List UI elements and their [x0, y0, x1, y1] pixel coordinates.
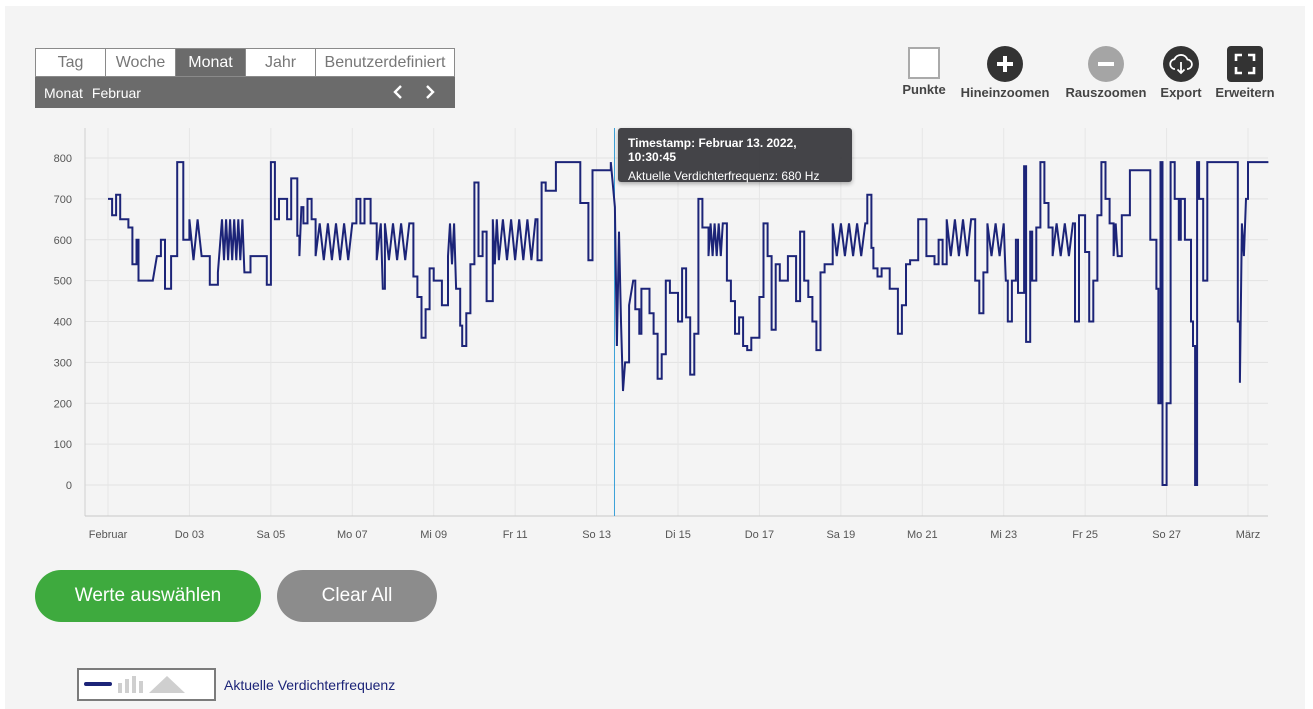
x-tick-label: Mo 07	[337, 529, 368, 541]
y-tick-label: 600	[54, 235, 72, 247]
chart-legend[interactable]: Aktuelle Verdichterfrequenz	[77, 668, 395, 701]
y-tick-label: 800	[54, 153, 72, 165]
zoom-in-label: Hineinzoomen	[960, 85, 1050, 100]
points-toggle[interactable]: Punkte	[901, 46, 947, 97]
x-tick-label: Februar	[89, 529, 128, 541]
x-tick-label: Sa 19	[826, 529, 855, 541]
x-tick-label: Di 15	[665, 529, 691, 541]
chart-area[interactable]: 0 100 200 300 400 500 600 700 800 Februar Do 03 Sa …	[22, 118, 1294, 548]
period-bar: Monat Februar	[35, 77, 455, 108]
x-tick-label: Fr 11	[503, 529, 528, 541]
period-selector: Tag Woche Monat Jahr Benutzerdefiniert Monat…	[35, 48, 455, 108]
period-tabs: Tag Woche Monat Jahr Benutzerdefiniert	[35, 48, 455, 77]
points-label: Punkte	[902, 82, 946, 97]
chart-tooltip: Timestamp: Februar 13. 2022, 10:30:45 Ak…	[618, 128, 852, 183]
expand-button[interactable]: Erweitern	[1214, 46, 1276, 100]
x-tick-label: Mo 21	[907, 529, 938, 541]
y-tick-label: 0	[66, 480, 72, 492]
x-tick-label: Fr 25	[1072, 529, 1098, 541]
x-tick-label: So 27	[1152, 529, 1181, 541]
y-tick-label: 700	[54, 194, 72, 206]
y-tick-label: 200	[54, 398, 72, 410]
tab-benutzerdefiniert[interactable]: Benutzerdefiniert	[324, 54, 446, 71]
legend-series-thumbnail[interactable]	[77, 668, 216, 701]
tooltip-value: Aktuelle Verdichterfrequenz: 680 Hz	[628, 169, 820, 183]
plus-icon	[987, 46, 1023, 82]
tab-monat[interactable]: Monat	[176, 49, 246, 76]
export-label: Export	[1160, 85, 1202, 100]
line-chart[interactable]: 0 100 200 300 400 500 600 700 800 Februar Do 03 Sa …	[22, 118, 1294, 548]
tab-tag[interactable]: Tag	[36, 49, 106, 76]
y-tick-label: 300	[54, 357, 72, 369]
fullscreen-icon	[1227, 46, 1263, 82]
x-tick-label: Do 03	[175, 529, 204, 541]
next-period-button[interactable]	[420, 83, 438, 101]
x-tick-label: Mi 23	[990, 529, 1017, 541]
x-tick-label: Sa 05	[256, 529, 285, 541]
y-tick-label: 500	[54, 276, 72, 288]
legend-label[interactable]: Aktuelle Verdichterfrequenz	[224, 676, 396, 693]
x-tick-label: Mi 09	[420, 529, 447, 541]
zoom-in-button[interactable]: Hineinzoomen	[959, 46, 1051, 100]
tooltip-timestamp: Timestamp: Februar 13. 2022, 10:30:45	[628, 136, 797, 164]
period-unit-label: Monat	[44, 84, 83, 101]
select-values-button[interactable]: Werte auswählen	[35, 570, 261, 622]
checkbox-icon	[908, 47, 940, 79]
zoom-out-button[interactable]: Rauszoomen	[1063, 46, 1149, 100]
y-tick-label: 400	[54, 317, 72, 329]
clear-all-button[interactable]: Clear All	[277, 570, 437, 622]
minus-icon	[1088, 46, 1124, 82]
expand-label: Erweitern	[1215, 85, 1275, 100]
cloud-download-icon	[1163, 46, 1199, 82]
x-tick-label: März	[1236, 529, 1260, 541]
zoom-out-label: Rauszoomen	[1065, 85, 1147, 100]
series-line-icon	[84, 676, 185, 693]
tab-jahr[interactable]: Jahr	[246, 49, 316, 76]
previous-period-button[interactable]	[390, 83, 408, 101]
y-tick-label: 100	[54, 439, 72, 451]
export-button[interactable]: Export	[1158, 46, 1204, 100]
x-tick-label: So 13	[582, 529, 611, 541]
chevron-right-icon	[426, 85, 435, 99]
x-tick-label: Do 17	[745, 529, 774, 541]
chevron-left-icon	[393, 85, 402, 99]
period-value-label: Februar	[91, 84, 141, 101]
series-line-0	[108, 161, 1269, 486]
tab-woche[interactable]: Woche	[106, 49, 176, 76]
